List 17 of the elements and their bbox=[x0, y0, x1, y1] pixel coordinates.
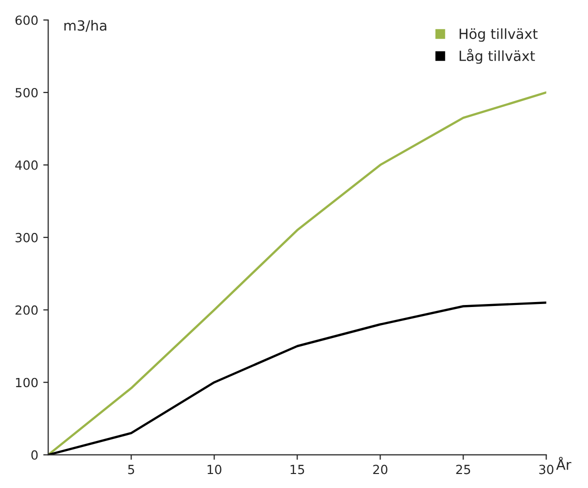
x-tick-label: 10 bbox=[208, 464, 222, 474]
y-tick-label: 400 bbox=[15, 160, 38, 170]
x-tick-label: 25 bbox=[456, 464, 470, 474]
y-tick-label: 500 bbox=[16, 88, 38, 98]
x-tick-label: 30 bbox=[539, 464, 554, 474]
y-axis-title: m3/ha bbox=[64, 20, 106, 32]
y-tick-label: 100 bbox=[16, 378, 38, 388]
legend-label: Låg tillväxt bbox=[460, 48, 535, 64]
y-tick-label: 300 bbox=[16, 232, 38, 242]
x-tick-label: 5 bbox=[128, 464, 134, 474]
x-tick-label: 20 bbox=[373, 464, 388, 474]
legend-label: Hög tillväxt bbox=[460, 28, 538, 42]
x-tick-label: 15 bbox=[290, 464, 304, 474]
y-tick-label: 600 bbox=[16, 15, 38, 25]
x-axis-title: År bbox=[556, 456, 572, 470]
y-tick-label: 200 bbox=[16, 305, 38, 315]
y-tick-label: 0 bbox=[31, 450, 38, 460]
